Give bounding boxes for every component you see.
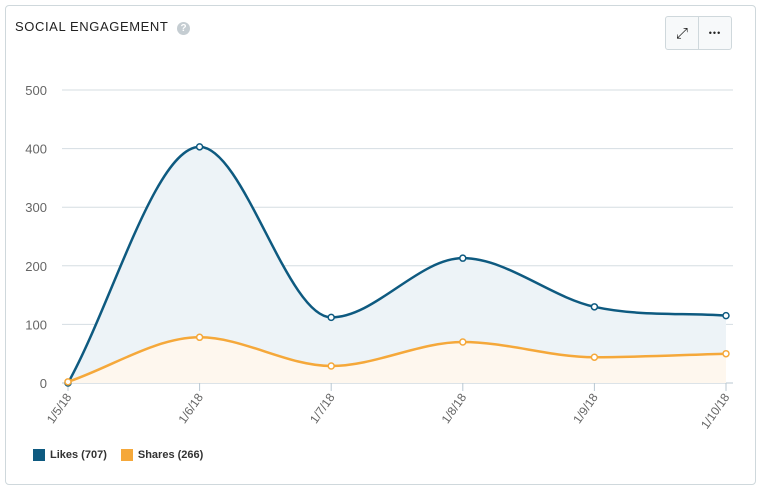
legend-label: Likes (707): [50, 449, 107, 461]
y-tick-label: 300: [25, 200, 47, 215]
more-options-button[interactable]: •••: [698, 17, 731, 49]
more-horizontal-icon: •••: [708, 28, 722, 38]
data-point: [722, 311, 730, 320]
x-tick-label: 1/9/18: [570, 390, 601, 426]
y-tick-label: 500: [25, 83, 47, 98]
legend-item-shares[interactable]: Shares (266): [120, 449, 204, 461]
y-tick-label: 400: [25, 142, 47, 157]
legend-swatch-likes: [33, 449, 45, 461]
data-point: [590, 303, 599, 311]
x-tick-label: 1/8/18: [439, 390, 470, 426]
series-area: [68, 146, 726, 383]
data-point: [459, 338, 467, 346]
x-tick-label: 1/5/18: [44, 390, 75, 426]
question-circle-icon[interactable]: ?: [177, 22, 190, 35]
data-point: [195, 333, 204, 342]
legend: Likes (707) Shares (266): [33, 449, 203, 461]
card-toolbar: ⤢ •••: [665, 16, 732, 50]
y-tick-label: 0: [40, 376, 47, 391]
data-point: [327, 313, 335, 322]
data-point: [459, 254, 467, 262]
series-line: [67, 336, 727, 384]
expand-button[interactable]: ⤢: [666, 17, 698, 49]
series-area: [68, 337, 726, 383]
data-point: [327, 362, 335, 370]
data-point: [590, 353, 599, 361]
data-point: [195, 143, 204, 151]
expand-arrows-icon: ⤢: [675, 24, 688, 42]
data-point: [722, 349, 730, 358]
x-tick-label: 1/7/18: [307, 390, 338, 426]
data-point: [64, 378, 72, 386]
y-tick-label: 100: [25, 317, 47, 332]
legend-item-likes[interactable]: Likes (707): [33, 449, 107, 461]
card-title: SOCIAL ENGAGEMENT: [15, 19, 169, 34]
y-tick-label: 200: [25, 259, 47, 274]
x-tick-label: 1/6/18: [175, 390, 206, 426]
legend-swatch-shares: [120, 449, 133, 461]
legend-label: Shares (266): [137, 449, 204, 461]
x-tick-label: 1/10/18: [698, 390, 733, 431]
